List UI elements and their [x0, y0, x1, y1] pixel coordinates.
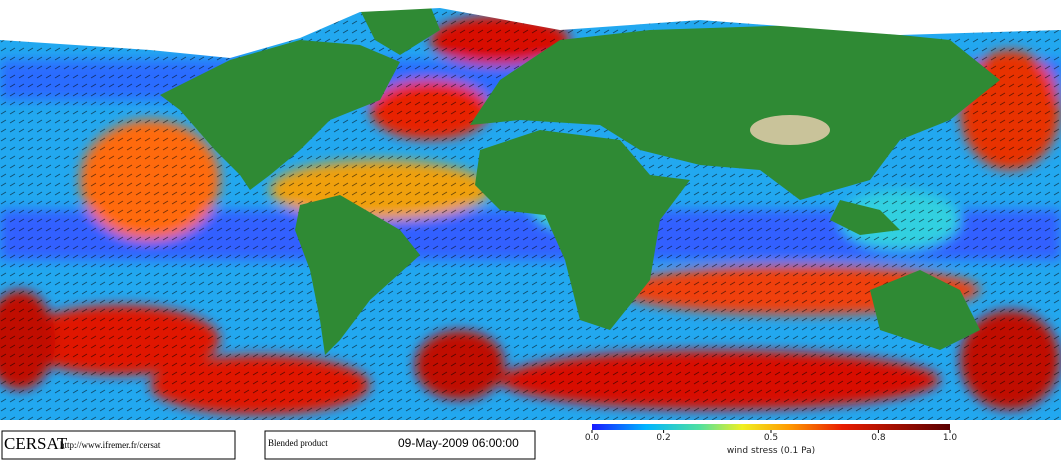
logo-box	[1, 430, 236, 460]
colorbar-tick-label: 0.2	[656, 433, 670, 443]
colorbar	[592, 424, 950, 430]
colorbar-tick-label: 0.8	[871, 433, 886, 443]
url: http://www.ifremer.fr/cersat	[60, 440, 161, 450]
logo: CERSAT	[4, 434, 68, 453]
colorbar-tick-label: 1.0	[943, 433, 958, 443]
colorbar-tick-label: 0.0	[585, 433, 600, 443]
product-box	[264, 430, 536, 460]
product: Blended product	[268, 438, 328, 448]
colorbar-label: wind stress (0.1 Pa)	[727, 446, 815, 456]
date: 09-May-2009 06:00:00	[398, 436, 519, 450]
colorbar-tick-label: 0.5	[764, 433, 778, 443]
land	[160, 5, 1000, 355]
